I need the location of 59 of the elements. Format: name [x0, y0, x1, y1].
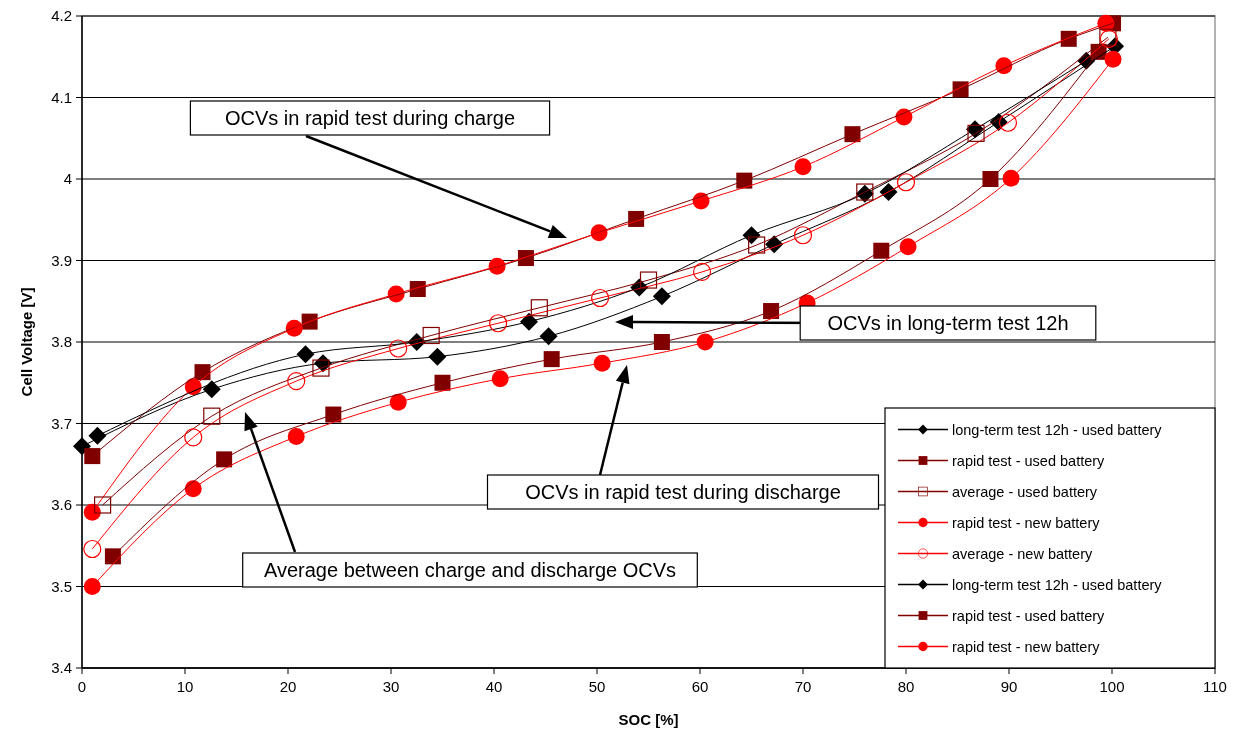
y-tick-label: 4 [63, 170, 72, 188]
x-tick-label: 30 [382, 678, 400, 695]
point [998, 113, 1018, 132]
point [301, 313, 318, 330]
point [312, 359, 330, 377]
point [590, 288, 610, 308]
point [422, 326, 440, 345]
y-tick-label: 3.5 [51, 577, 72, 595]
legend-label: rapid test - used battery [952, 607, 1106, 624]
point [530, 299, 548, 317]
x-tick-label: 0 [77, 678, 87, 695]
point [543, 351, 560, 368]
annotation: OCVs in rapid test during charge [224, 107, 516, 129]
y-tick-label: 4.2 [51, 7, 72, 25]
point [94, 496, 112, 514]
x-tick-label: 50 [588, 678, 606, 695]
point [653, 334, 670, 350]
x-tick-label: 100 [1099, 678, 1125, 695]
point [83, 578, 101, 595]
point [287, 372, 306, 391]
point [184, 428, 203, 447]
point [639, 271, 658, 289]
legend-label: average - new battery [952, 545, 1093, 562]
x-tick-label: 90 [1000, 678, 1018, 695]
x-axis-title: SOC [%] [618, 711, 679, 728]
point [489, 314, 508, 333]
legend-label: long-term test 12h - used battery [952, 576, 1163, 593]
point [967, 124, 985, 142]
y-axis-title: Cell Voltage [V] [18, 287, 35, 397]
legend-label: rapid test - used battery [952, 452, 1106, 469]
y-tick-label: 3.6 [51, 496, 72, 514]
annotation: Average between charge and discharge OCVs [263, 559, 677, 581]
x-tick-label: 10 [176, 678, 194, 695]
legend-label: long-term test 12h - used battery [952, 421, 1163, 438]
point [692, 262, 712, 282]
annotation: OCVs in rapid test during discharge [525, 481, 841, 503]
y-tick-label: 3.9 [51, 251, 72, 269]
y-tick-label: 3.4 [51, 659, 72, 677]
point [1104, 50, 1122, 68]
point [203, 407, 221, 425]
x-tick-label: 60 [691, 678, 709, 695]
x-tick-label: 70 [794, 678, 812, 695]
point [793, 226, 813, 245]
annotation: OCVs in long-term test 12h [827, 312, 1069, 334]
point [896, 173, 916, 192]
y-tick-label: 3.8 [51, 333, 72, 351]
x-tick-label: 20 [279, 678, 297, 695]
legend-label: rapid test - new battery [952, 514, 1101, 531]
x-tick-label: 80 [897, 678, 915, 695]
x-tick-label: 110 [1203, 678, 1227, 695]
legend-label: rapid test - new battery [952, 638, 1101, 655]
legend-label: average - used battery [952, 483, 1098, 500]
point [84, 448, 101, 465]
x-tick-label: 40 [485, 678, 503, 695]
point [748, 236, 766, 254]
y-tick-label: 3.7 [51, 414, 72, 432]
point [83, 539, 102, 559]
point [389, 339, 408, 358]
y-tick-label: 4.1 [51, 88, 72, 106]
